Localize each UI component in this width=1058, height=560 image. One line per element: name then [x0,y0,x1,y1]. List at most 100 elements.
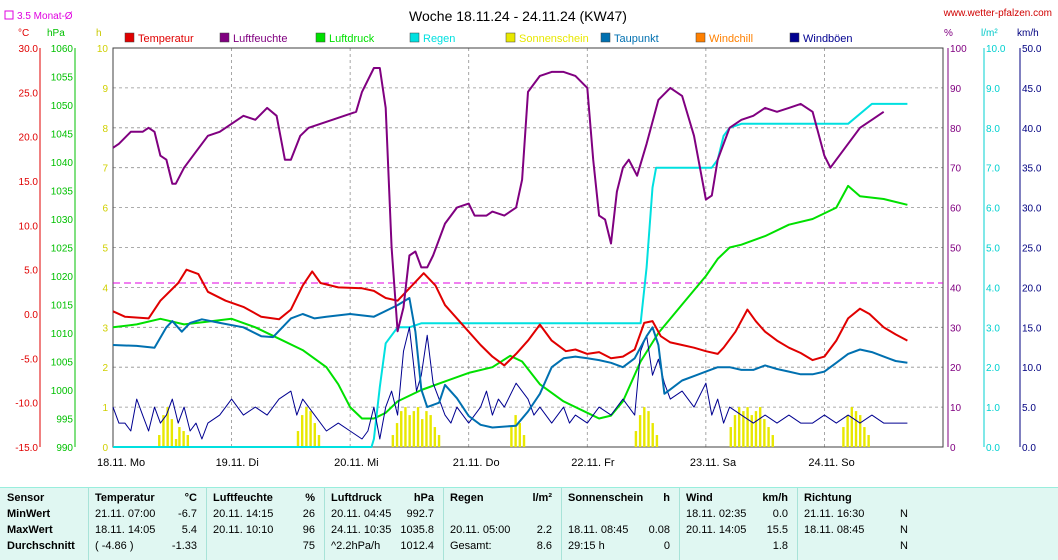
unit-lm2: l/m² [981,28,998,39]
table-unit-1: % [305,492,315,504]
table-cell-value-0-0: -6.7 [178,508,197,520]
sunshine-bar-0-2 [166,407,169,447]
sun-axis-tick-7: 7 [102,164,108,175]
rain-axis-tick-1: 1.0 [986,403,1000,414]
table-cell-value-4-2: 0 [663,540,670,552]
sunshine-bar-7-5 [863,427,866,447]
humidity-axis-tick-5: 50 [950,244,962,255]
table-cell-value-1-2: 75 [302,540,315,552]
temp-axis-tick-5: 10.0 [19,221,39,232]
sunshine-bar-7-2 [850,407,854,447]
sunshine-bar-2-5 [317,435,321,447]
sunshine-bar-2-3 [309,411,312,447]
sunshine-bar-6-9 [767,427,770,447]
table-cell-text-4-2: 29:15 h [568,540,605,552]
rain-axis-tick-9: 9.0 [986,84,1000,95]
humidity-axis-tick-2: 20 [950,363,962,374]
x-tick-4: 22.11. Fr [571,457,615,469]
sunshine-bar-3-6 [416,407,420,447]
table-cell-text-6-1: 18.11. 08:45 [804,524,865,536]
legend-label-4: Sonnenschein [519,33,589,45]
unit-hpa: hPa [47,28,65,39]
series-line-taupunkt [112,297,908,429]
table-cell-value-0-2: -1.33 [171,540,197,552]
table-cell-text-0-1: 18.11. 14:05 [95,524,156,536]
sunshine-bar-1-2 [186,435,190,447]
sunshine-bar-3-10 [433,427,437,447]
temp-axis-tick-4: 5.0 [24,266,38,277]
sunshine-bar-5-1 [638,415,642,447]
table-cell-text-5-1: 20.11. 14:05 [686,524,747,536]
table-cell-value-1-0: 26 [302,508,315,520]
table-column-1: Luftfeuchte% 20.11. 14:15 26 20.11. 10:10 96… [206,488,325,560]
table-cell-text-4-1: 18.11. 08:45 [568,524,629,536]
pressure-axis-tick-13: 1055 [51,73,74,84]
pressure-axis-tick-6: 1020 [51,272,74,283]
pressure-axis-tick-1: 995 [56,415,73,426]
rain-axis-tick-10: 10.0 [986,44,1006,55]
table-header-4: Sonnenschein [568,492,644,504]
humidity-axis-tick-9: 90 [950,84,962,95]
humidity-axis-tick-4: 40 [950,283,962,294]
sunshine-bar-3-11 [437,435,441,447]
rain-axis-tick-3: 3.0 [986,323,1000,334]
table-cell-text-2-0: 20.11. 04:45 [331,508,392,520]
temp-axis-tick-9: 30.0 [19,44,39,55]
table-cell-value-1-1: 96 [302,524,315,536]
series-line-temperatur [112,268,908,367]
series-line-regen [113,102,908,448]
table-cell-value-2-2: 1012.4 [400,540,434,552]
sunshine-bar-2-2 [305,407,308,447]
pressure-axis-tick-5: 1015 [51,301,74,312]
plot-frame [112,47,944,448]
table-unit-3: l/m² [532,492,552,504]
table-cell-text-0-2: ( -4.86 ) [95,540,134,552]
legend-label-6: Windchill [709,33,753,45]
rain-axis-tick-8: 8.0 [986,124,1000,135]
sunshine-bar-0-4 [174,439,178,447]
wind-axis-tick-4: 20.0 [1022,283,1042,294]
sunshine-bar-6-8 [763,419,766,447]
sunshine-bar-6-5 [750,415,753,447]
axes: -15.0-10.0-5.00.05.010.015.020.025.030.0… [15,44,1042,454]
pressure-axis-tick-9: 1035 [51,187,74,198]
table-unit-2: hPa [413,492,434,504]
pressure-axis-tick-4: 1010 [51,329,74,340]
humidity-axis-tick-10: 100 [950,44,967,55]
wind-axis-tick-8: 40.0 [1022,124,1042,135]
pressure-axis-tick-10: 1040 [51,158,74,169]
table-cell-text-1-0: 20.11. 14:15 [213,508,274,520]
rain-axis-tick-5: 5.0 [986,244,1000,255]
sun-axis-tick-4: 4 [102,283,108,294]
table-cell-value-6-2: N [900,540,908,552]
sunshine-bar-3-5 [412,411,416,447]
legend-swatch-7 [789,32,800,43]
rain-axis-tick-2: 2.0 [986,363,1000,374]
humidity-axis-tick-6: 60 [950,204,962,215]
grid: 18.11. Mo 19.11. Di 20.11. Mi 21.11. Do 22.1… [97,47,944,469]
x-tick-3: 21.11. Do [453,457,500,469]
table-header-6: Richtung [804,492,852,504]
sunshine-bar-3-9 [429,415,432,447]
unit-kmh: km/h [1017,28,1039,39]
sun-axis-tick-5: 5 [102,244,108,255]
table-cell-text-5-0: 18.11. 02:35 [686,508,747,520]
sunshine-bar-6-0 [729,427,732,447]
table-header-3: Regen [450,492,484,504]
rain-axis-tick-0: 0.0 [986,443,1000,454]
sun-axis-tick-6: 6 [102,204,108,215]
table-row-label-1: MinWert [7,508,51,520]
sunshine-bars [158,407,870,447]
table-column-3: Regen l/m² 20.11. 05:00 2.2 Gesamt: 8.6 [443,488,562,560]
humidity-axis-tick-7: 70 [950,164,962,175]
sun-axis-tick-10: 10 [97,44,109,55]
legend-label-5: Taupunkt [614,33,659,45]
table-cell-text-2-1: 24.11. 10:35 [331,524,392,536]
series-line-luftfeuchte [112,67,885,333]
sunshine-bar-4-0 [510,427,513,447]
summary-table: Sensor MinWert MaxWert Durchschnitt Temperat… [0,487,1058,560]
table-label-column: Sensor MinWert MaxWert Durchschnitt [0,488,88,560]
table-column-5: Wind km/h 18.11. 02:35 0.0 20.11. 14:05 15.5 1… [679,488,798,560]
table-cell-value-6-1: N [900,524,908,536]
wind-axis-tick-0: 0.0 [1022,443,1036,454]
